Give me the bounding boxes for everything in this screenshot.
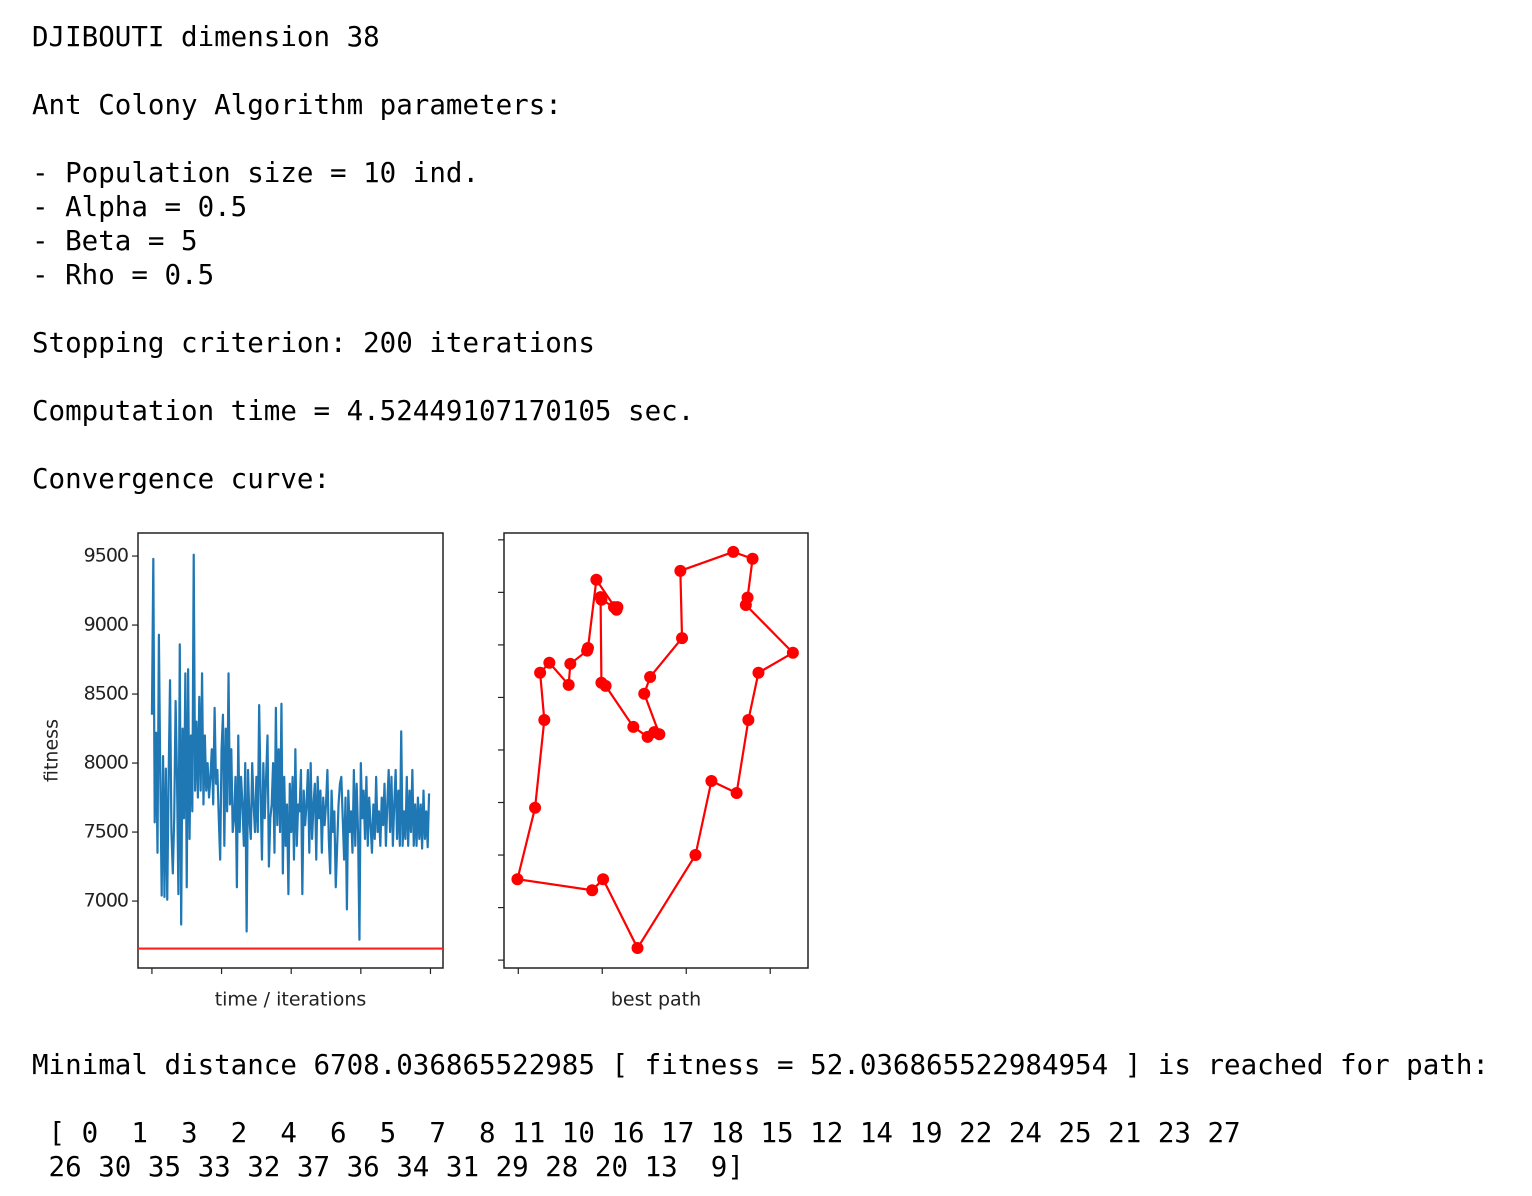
y-tick-label: 7000	[84, 890, 128, 912]
city-point	[511, 873, 524, 886]
city-point	[590, 573, 603, 586]
city-point	[742, 714, 755, 727]
city-point	[644, 670, 657, 683]
y-tick-label: 8000	[84, 752, 128, 774]
city-point	[705, 774, 718, 787]
city-point	[752, 666, 765, 679]
y-tick-label: 8500	[84, 683, 128, 705]
city-point	[543, 656, 556, 669]
city-point	[586, 884, 599, 897]
y-tick-label: 9000	[84, 614, 128, 636]
y-axis-label: fitness	[41, 719, 63, 782]
city-point	[730, 787, 743, 800]
city-point	[564, 657, 577, 670]
city-point	[676, 632, 689, 645]
text-line: [ 0 1 3 2 4 6 5 7 8 11 10 16 17 18 15 12…	[32, 1117, 1241, 1149]
text-line: Minimal distance 6708.036865522985 [ fit…	[32, 1049, 1489, 1081]
plot-frame	[137, 532, 444, 969]
text-line: Computation time = 4.52449107170105 sec.	[32, 395, 695, 427]
path-line	[516, 550, 794, 950]
plot-frame	[503, 532, 809, 969]
city-point	[631, 942, 644, 955]
city-point	[641, 730, 654, 743]
text-line: Stopping criterion: 200 iterations	[32, 327, 595, 359]
text-line: Ant Colony Algorithm parameters:	[32, 89, 562, 121]
city-point	[534, 666, 547, 679]
city-point	[595, 676, 608, 689]
city-point	[538, 714, 551, 727]
city-point	[746, 552, 759, 565]
city-point	[627, 720, 640, 733]
city-point	[562, 678, 575, 691]
x-axis-label: time / iterations	[215, 989, 367, 1011]
text-line: DJIBOUTI dimension 38	[32, 21, 380, 53]
y-tick-label: 7500	[84, 821, 128, 843]
city-point	[727, 545, 740, 558]
city-point	[597, 873, 610, 886]
city-point	[689, 849, 702, 862]
text-line: - Beta = 5	[32, 225, 198, 257]
text-line: Convergence curve:	[32, 463, 331, 495]
text-line: - Rho = 0.5	[32, 259, 215, 291]
city-point	[674, 564, 687, 577]
city-point	[581, 644, 594, 657]
x-axis-label: best path	[611, 989, 701, 1011]
text-line: 26 30 35 33 32 37 36 34 31 29 28 20 13 9…	[32, 1151, 744, 1183]
text-line: - Alpha = 0.5	[32, 191, 248, 223]
city-point	[595, 593, 608, 606]
city-point	[638, 687, 651, 700]
y-tick-label: 9500	[84, 545, 128, 567]
city-point	[610, 603, 623, 616]
text-line: - Population size = 10 ind.	[32, 157, 480, 189]
city-point	[786, 646, 799, 659]
city-point	[741, 591, 754, 604]
city-point	[529, 801, 542, 814]
fitness-line	[150, 553, 431, 941]
